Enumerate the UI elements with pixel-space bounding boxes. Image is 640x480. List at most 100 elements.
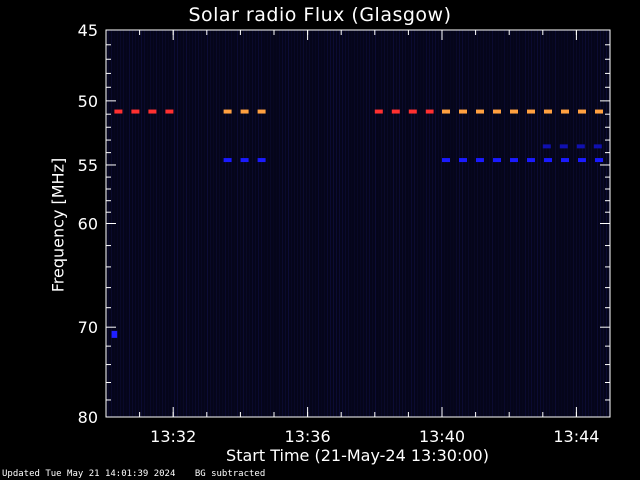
emission-dash xyxy=(257,109,266,114)
emission-dash xyxy=(374,109,383,114)
bg-stripe xyxy=(192,30,193,417)
bg-stripe xyxy=(426,30,427,417)
emission-dash xyxy=(476,158,484,163)
bg-stripe xyxy=(183,30,184,417)
bg-stripe xyxy=(249,30,250,417)
bg-stripe xyxy=(285,30,286,417)
emission-dash xyxy=(578,109,586,114)
bg-stripe xyxy=(120,30,121,417)
bg-stripe xyxy=(135,30,136,417)
chart-title: Solar radio Flux (Glasgow) xyxy=(188,4,452,26)
bg-stripe xyxy=(117,30,118,417)
bg-stripe xyxy=(219,30,220,417)
bg-stripe xyxy=(537,30,538,417)
y-tick-label: 70 xyxy=(78,318,98,337)
emission-dash xyxy=(595,158,603,163)
bg-stripe xyxy=(240,30,241,417)
emission-dash xyxy=(391,109,400,114)
bg-stripe xyxy=(348,30,349,417)
bg-stripe xyxy=(393,30,394,417)
bg-stripe xyxy=(459,30,460,417)
bg-stripe xyxy=(519,30,520,417)
bg-stripe xyxy=(318,30,319,417)
bg-stripe xyxy=(564,30,565,417)
bg-stripe xyxy=(468,30,469,417)
bg-stripe xyxy=(138,30,139,417)
bg-stripe xyxy=(273,30,274,417)
footer-updated: Updated Tue May 21 14:01:39 2024 xyxy=(2,469,176,479)
bg-stripe xyxy=(501,30,502,417)
bg-stripe xyxy=(213,30,214,417)
bg-stripe xyxy=(489,30,490,417)
bg-stripe xyxy=(366,30,367,417)
bg-stripe xyxy=(588,30,589,417)
bg-stripe xyxy=(210,30,211,417)
emission-bands xyxy=(111,109,603,338)
y-tick-label: 45 xyxy=(78,21,98,40)
bg-stripe xyxy=(429,30,430,417)
bg-stripe xyxy=(339,30,340,417)
bg-stripe xyxy=(132,30,133,417)
emission-dash xyxy=(165,109,174,114)
emission-dash xyxy=(527,109,535,114)
bg-stripe xyxy=(168,30,169,417)
bg-stripe xyxy=(543,30,544,417)
bg-stripe xyxy=(438,30,439,417)
emission-dash xyxy=(408,109,417,114)
bg-stripe xyxy=(297,30,298,417)
bg-stripe xyxy=(465,30,466,417)
bg-stripe xyxy=(129,30,130,417)
bg-stripe xyxy=(336,30,337,417)
bg-stripe xyxy=(345,30,346,417)
emission-dash xyxy=(223,158,232,163)
y-axis-label: Frequency [MHz] xyxy=(48,157,68,293)
bg-stripe xyxy=(570,30,571,417)
bg-stripe xyxy=(309,30,310,417)
bg-stripe xyxy=(360,30,361,417)
bg-stripe xyxy=(477,30,478,417)
bg-stripe xyxy=(567,30,568,417)
y-tick-label: 80 xyxy=(78,408,98,427)
x-tick-label: 13:32 xyxy=(150,427,196,446)
bg-stripe xyxy=(540,30,541,417)
bg-stripe xyxy=(462,30,463,417)
bg-stripe xyxy=(558,30,559,417)
bg-stripe xyxy=(390,30,391,417)
bg-stripe xyxy=(552,30,553,417)
bg-stripe xyxy=(510,30,511,417)
emission-dash xyxy=(240,158,249,163)
emission-dash xyxy=(578,158,586,163)
bg-stripe xyxy=(153,30,154,417)
bg-stripe xyxy=(381,30,382,417)
bg-stripe xyxy=(444,30,445,417)
bg-stripe xyxy=(522,30,523,417)
emission-dash xyxy=(559,144,568,149)
bg-stripe xyxy=(363,30,364,417)
emission-dash xyxy=(148,109,157,114)
bg-stripe xyxy=(156,30,157,417)
emission-dash xyxy=(459,158,467,163)
bg-stripe xyxy=(597,30,598,417)
bg-stripe xyxy=(372,30,373,417)
bg-stripe xyxy=(264,30,265,417)
bg-stripe xyxy=(162,30,163,417)
emission-dash xyxy=(131,109,140,114)
bg-stripe xyxy=(591,30,592,417)
emission-dash xyxy=(257,158,266,163)
bg-stripe xyxy=(579,30,580,417)
bg-stripe xyxy=(222,30,223,417)
bg-stripe xyxy=(225,30,226,417)
bg-stripe xyxy=(528,30,529,417)
y-tick-label: 60 xyxy=(78,215,98,234)
bg-stripe xyxy=(144,30,145,417)
bg-stripe xyxy=(396,30,397,417)
footer-note: BG subtracted xyxy=(194,469,266,479)
bg-stripe xyxy=(420,30,421,417)
emission-dash xyxy=(476,109,484,114)
bg-stripe xyxy=(186,30,187,417)
bg-stripe xyxy=(486,30,487,417)
bg-stripe xyxy=(216,30,217,417)
bg-stripe xyxy=(306,30,307,417)
bg-stripe xyxy=(321,30,322,417)
bg-stripe xyxy=(333,30,334,417)
